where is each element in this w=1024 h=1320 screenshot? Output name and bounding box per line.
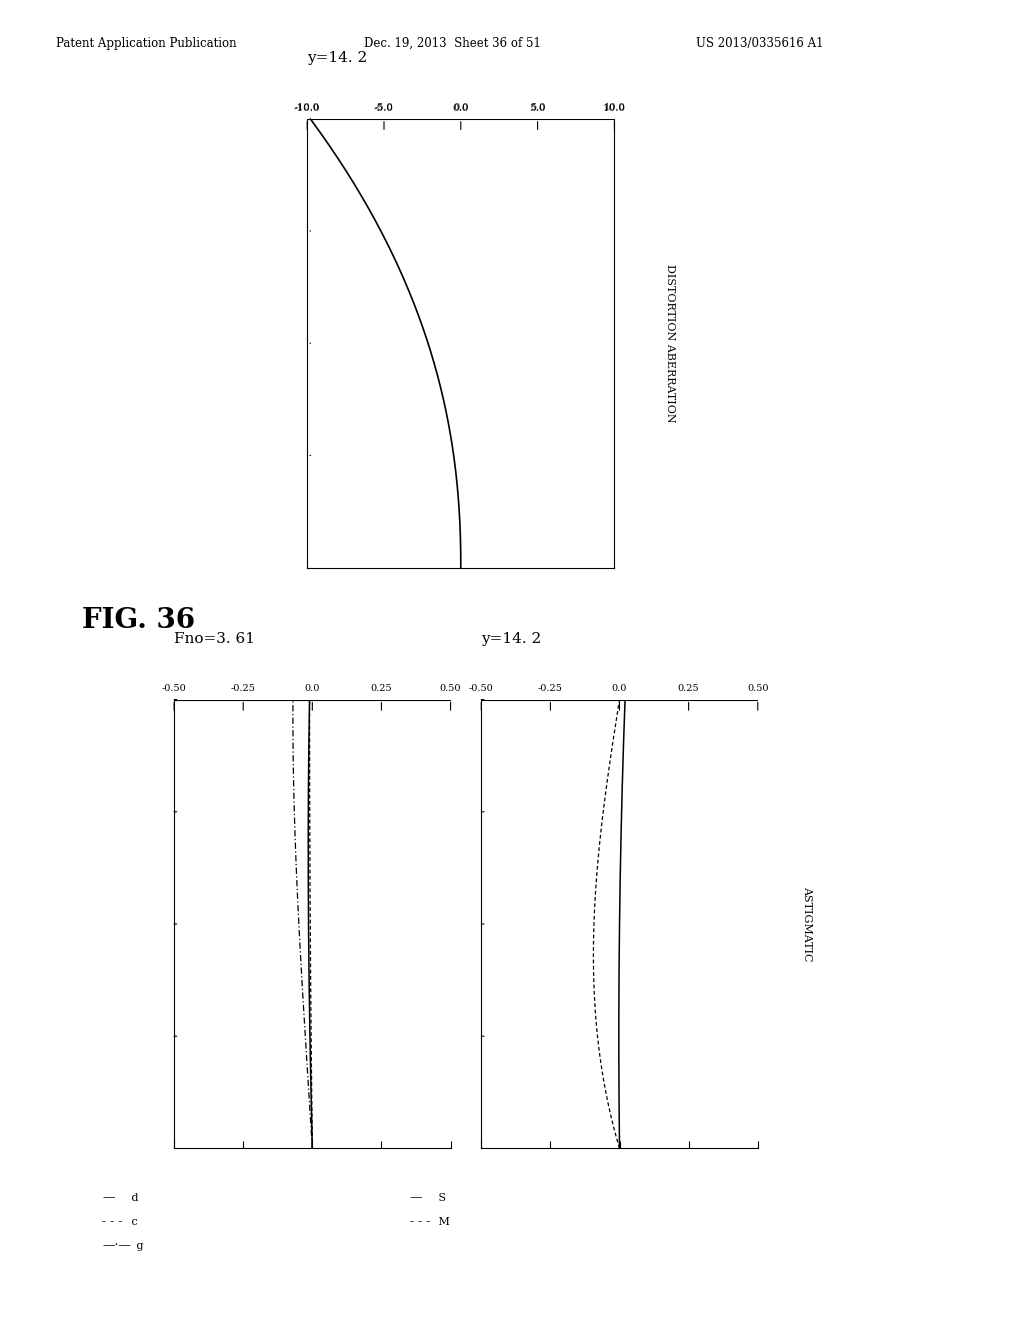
Text: 5.0: 5.0 <box>529 104 546 114</box>
Text: 5.0: 5.0 <box>529 103 546 112</box>
Text: y=14. 2: y=14. 2 <box>307 51 368 65</box>
Text: Dec. 19, 2013  Sheet 36 of 51: Dec. 19, 2013 Sheet 36 of 51 <box>364 37 541 50</box>
Text: US 2013/0335616 A1: US 2013/0335616 A1 <box>696 37 824 50</box>
Text: Fno=3. 61: Fno=3. 61 <box>174 632 255 645</box>
Text: - - -: - - - <box>102 1214 123 1228</box>
Text: -5.0: -5.0 <box>374 104 394 114</box>
Text: Patent Application Publication: Patent Application Publication <box>56 37 237 50</box>
Text: 0.50: 0.50 <box>440 684 461 693</box>
Text: FIG. 36: FIG. 36 <box>82 607 195 634</box>
Text: —·—: —·— <box>102 1238 131 1251</box>
Text: -10.0: -10.0 <box>295 103 319 112</box>
Text: -10.0: -10.0 <box>294 104 321 114</box>
Text: 0.0: 0.0 <box>453 103 469 112</box>
Text: DISTORTION ABERRATION: DISTORTION ABERRATION <box>665 264 675 422</box>
Text: y=14. 2: y=14. 2 <box>481 632 542 645</box>
Text: 0.25: 0.25 <box>371 684 392 693</box>
Text: -0.50: -0.50 <box>469 684 494 693</box>
Text: -0.50: -0.50 <box>162 684 186 693</box>
Text: 0.50: 0.50 <box>748 684 768 693</box>
Text: d: d <box>128 1193 138 1204</box>
Text: 0.0: 0.0 <box>611 684 628 693</box>
Text: ASTIGMATIC: ASTIGMATIC <box>803 886 812 962</box>
Text: 0.0: 0.0 <box>304 684 321 693</box>
Text: 10.0: 10.0 <box>603 104 626 114</box>
Text: -0.25: -0.25 <box>230 684 256 693</box>
Text: S: S <box>435 1193 446 1204</box>
Text: - - -: - - - <box>410 1214 430 1228</box>
Text: SPHERICAL ABERRATION: SPHERICAL ABERRATION <box>496 847 505 1001</box>
Text: 0.0: 0.0 <box>453 104 469 114</box>
Text: —: — <box>102 1191 115 1204</box>
Text: g: g <box>133 1241 143 1251</box>
Text: 0.25: 0.25 <box>678 684 699 693</box>
Text: c: c <box>128 1217 138 1228</box>
Text: 10.0: 10.0 <box>603 103 626 112</box>
Text: —: — <box>410 1191 422 1204</box>
Text: M: M <box>435 1217 451 1228</box>
Text: -5.0: -5.0 <box>375 103 393 112</box>
Text: -0.25: -0.25 <box>538 684 563 693</box>
